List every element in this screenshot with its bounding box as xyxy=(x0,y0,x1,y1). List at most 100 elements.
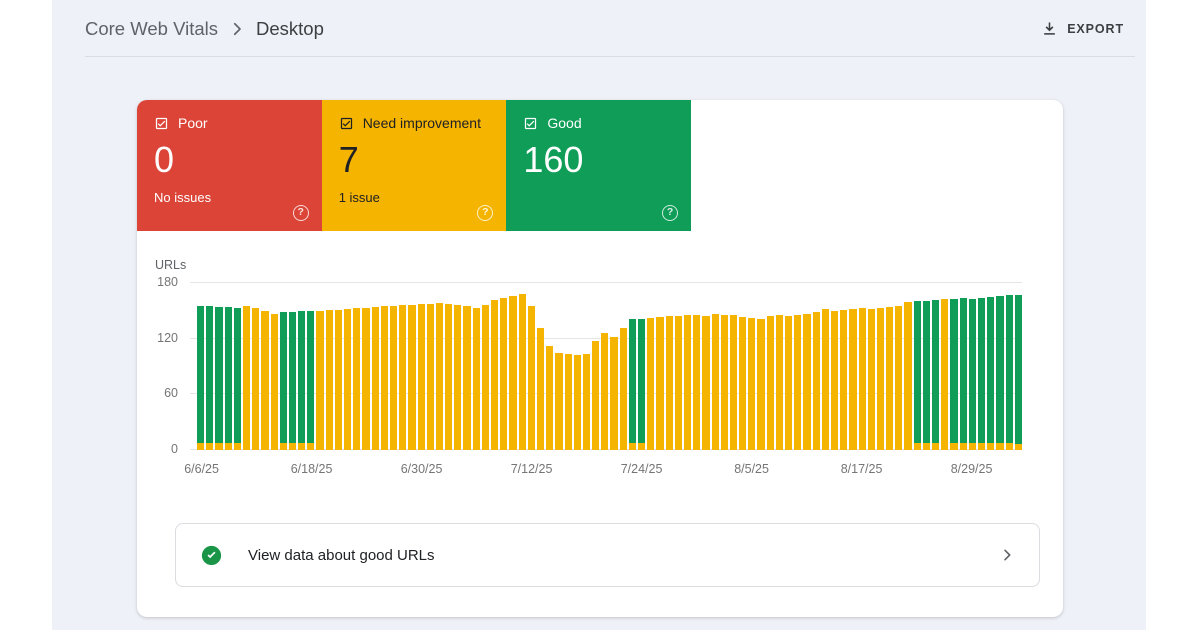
bar-7/9/25[interactable] xyxy=(500,283,508,450)
bar-6/30/25[interactable] xyxy=(417,283,425,450)
status-card-poor[interactable]: Poor 0 No issues ? xyxy=(137,100,322,231)
bar-7/13/25[interactable] xyxy=(536,283,545,450)
bar-6/18/25[interactable] xyxy=(307,283,315,450)
bar-7/2/25[interactable] xyxy=(435,283,444,450)
bar-6/14/25[interactable] xyxy=(270,283,278,450)
bar-6/20/25[interactable] xyxy=(325,283,333,450)
view-good-urls-link[interactable]: View data about good URLs xyxy=(175,523,1040,587)
bar-7/26/25[interactable] xyxy=(656,283,664,450)
bar-7/4/25[interactable] xyxy=(454,283,462,450)
bar-8/6/25[interactable] xyxy=(757,283,765,450)
bar-7/10/25[interactable] xyxy=(509,283,517,450)
bar-8/22/25[interactable] xyxy=(904,283,912,450)
bar-6/15/25[interactable] xyxy=(279,283,287,450)
bar-7/23/25[interactable] xyxy=(628,283,636,450)
bar-9/1/25[interactable] xyxy=(996,283,1004,450)
status-card-good[interactable]: Good 160 ? xyxy=(506,100,692,231)
bar-7/14/25[interactable] xyxy=(546,283,554,450)
bar-8/24/25[interactable] xyxy=(922,283,930,450)
bar-8/30/25[interactable] xyxy=(977,283,986,450)
bar-7/18/25[interactable] xyxy=(582,283,591,450)
bar-6/21/25[interactable] xyxy=(334,283,342,450)
bar-6/12/25[interactable] xyxy=(252,283,260,450)
bar-7/7/25[interactable] xyxy=(481,283,489,450)
bar-7/17/25[interactable] xyxy=(573,283,581,450)
bar-8/21/25[interactable] xyxy=(895,283,903,450)
bar-6/16/25[interactable] xyxy=(288,283,297,450)
bar-8/31/25[interactable] xyxy=(987,283,995,450)
bar-7/16/25[interactable] xyxy=(564,283,572,450)
help-icon[interactable]: ? xyxy=(292,205,309,221)
bar-8/27/25[interactable] xyxy=(950,283,958,450)
bar-6/17/25[interactable] xyxy=(298,283,306,450)
bar-8/29/25[interactable] xyxy=(968,283,976,450)
bar-8/25/25[interactable] xyxy=(932,283,940,450)
bar-7/11/25[interactable] xyxy=(518,283,526,450)
bar-7/28/25[interactable] xyxy=(674,283,682,450)
bar-6/24/25[interactable] xyxy=(362,283,370,450)
bar-8/7/25[interactable] xyxy=(766,283,774,450)
bar-8/19/25[interactable] xyxy=(876,283,885,450)
bar-8/11/25[interactable] xyxy=(803,283,811,450)
status-card-need-improvement[interactable]: Need improvement 7 1 issue ? xyxy=(321,100,507,231)
bar-8/9/25[interactable] xyxy=(785,283,793,450)
bar-8/8/25[interactable] xyxy=(775,283,783,450)
bar-6/22/25[interactable] xyxy=(344,283,352,450)
bar-7/12/25[interactable] xyxy=(527,283,535,450)
bar-8/18/25[interactable] xyxy=(867,283,875,450)
bar-9/2/25[interactable] xyxy=(1005,283,1013,450)
bar-7/29/25[interactable] xyxy=(683,283,692,450)
bar-6/28/25[interactable] xyxy=(399,283,407,450)
bar-8/5/25[interactable] xyxy=(748,283,756,450)
bar-7/25/25[interactable] xyxy=(647,283,655,450)
bar-7/22/25[interactable] xyxy=(619,283,627,450)
bar-8/2/25[interactable] xyxy=(720,283,728,450)
bar-9/3/25[interactable] xyxy=(1014,283,1022,450)
bar-6/29/25[interactable] xyxy=(408,283,416,450)
bar-7/24/25[interactable] xyxy=(638,283,646,450)
bar-7/19/25[interactable] xyxy=(592,283,600,450)
bar-6/23/25[interactable] xyxy=(353,283,361,450)
help-icon[interactable]: ? xyxy=(662,205,679,221)
bar-7/6/25[interactable] xyxy=(472,283,480,450)
bar-7/21/25[interactable] xyxy=(610,283,618,450)
bar-8/20/25[interactable] xyxy=(886,283,894,450)
bar-8/26/25[interactable] xyxy=(941,283,949,450)
help-icon[interactable]: ? xyxy=(477,205,494,221)
bar-6/27/25[interactable] xyxy=(389,283,398,450)
bar-8/17/25[interactable] xyxy=(858,283,866,450)
bar-7/8/25[interactable] xyxy=(491,283,499,450)
bar-8/14/25[interactable] xyxy=(830,283,839,450)
bar-7/3/25[interactable] xyxy=(445,283,453,450)
bar-7/1/25[interactable] xyxy=(426,283,434,450)
export-button[interactable]: EXPORT xyxy=(1033,14,1132,43)
status-count: 7 xyxy=(338,139,359,180)
bar-8/3/25[interactable] xyxy=(729,283,738,450)
bar-7/20/25[interactable] xyxy=(601,283,609,450)
bar-6/8/25[interactable] xyxy=(215,283,223,450)
bar-7/30/25[interactable] xyxy=(693,283,701,450)
bar-6/9/25[interactable] xyxy=(224,283,232,450)
bar-6/11/25[interactable] xyxy=(242,283,251,450)
bar-6/26/25[interactable] xyxy=(380,283,388,450)
bar-8/13/25[interactable] xyxy=(821,283,829,450)
bar-8/10/25[interactable] xyxy=(794,283,802,450)
bar-7/31/25[interactable] xyxy=(702,283,710,450)
bar-8/15/25[interactable] xyxy=(840,283,848,450)
bar-6/10/25[interactable] xyxy=(233,283,241,450)
bar-7/5/25[interactable] xyxy=(463,283,471,450)
bar-8/16/25[interactable] xyxy=(849,283,857,450)
bar-7/15/25[interactable] xyxy=(555,283,563,450)
bar-6/25/25[interactable] xyxy=(371,283,379,450)
bar-6/6/25[interactable] xyxy=(197,283,205,450)
bar-8/4/25[interactable] xyxy=(739,283,747,450)
bar-8/23/25[interactable] xyxy=(913,283,921,450)
bar-8/28/25[interactable] xyxy=(959,283,967,450)
bar-6/13/25[interactable] xyxy=(261,283,269,450)
bar-7/27/25[interactable] xyxy=(665,283,673,450)
bar-8/12/25[interactable] xyxy=(812,283,820,450)
bar-6/19/25[interactable] xyxy=(316,283,324,450)
bar-8/1/25[interactable] xyxy=(711,283,719,450)
breadcrumb-core-web-vitals[interactable]: Core Web Vitals xyxy=(85,17,218,39)
bar-6/7/25[interactable] xyxy=(206,283,214,450)
